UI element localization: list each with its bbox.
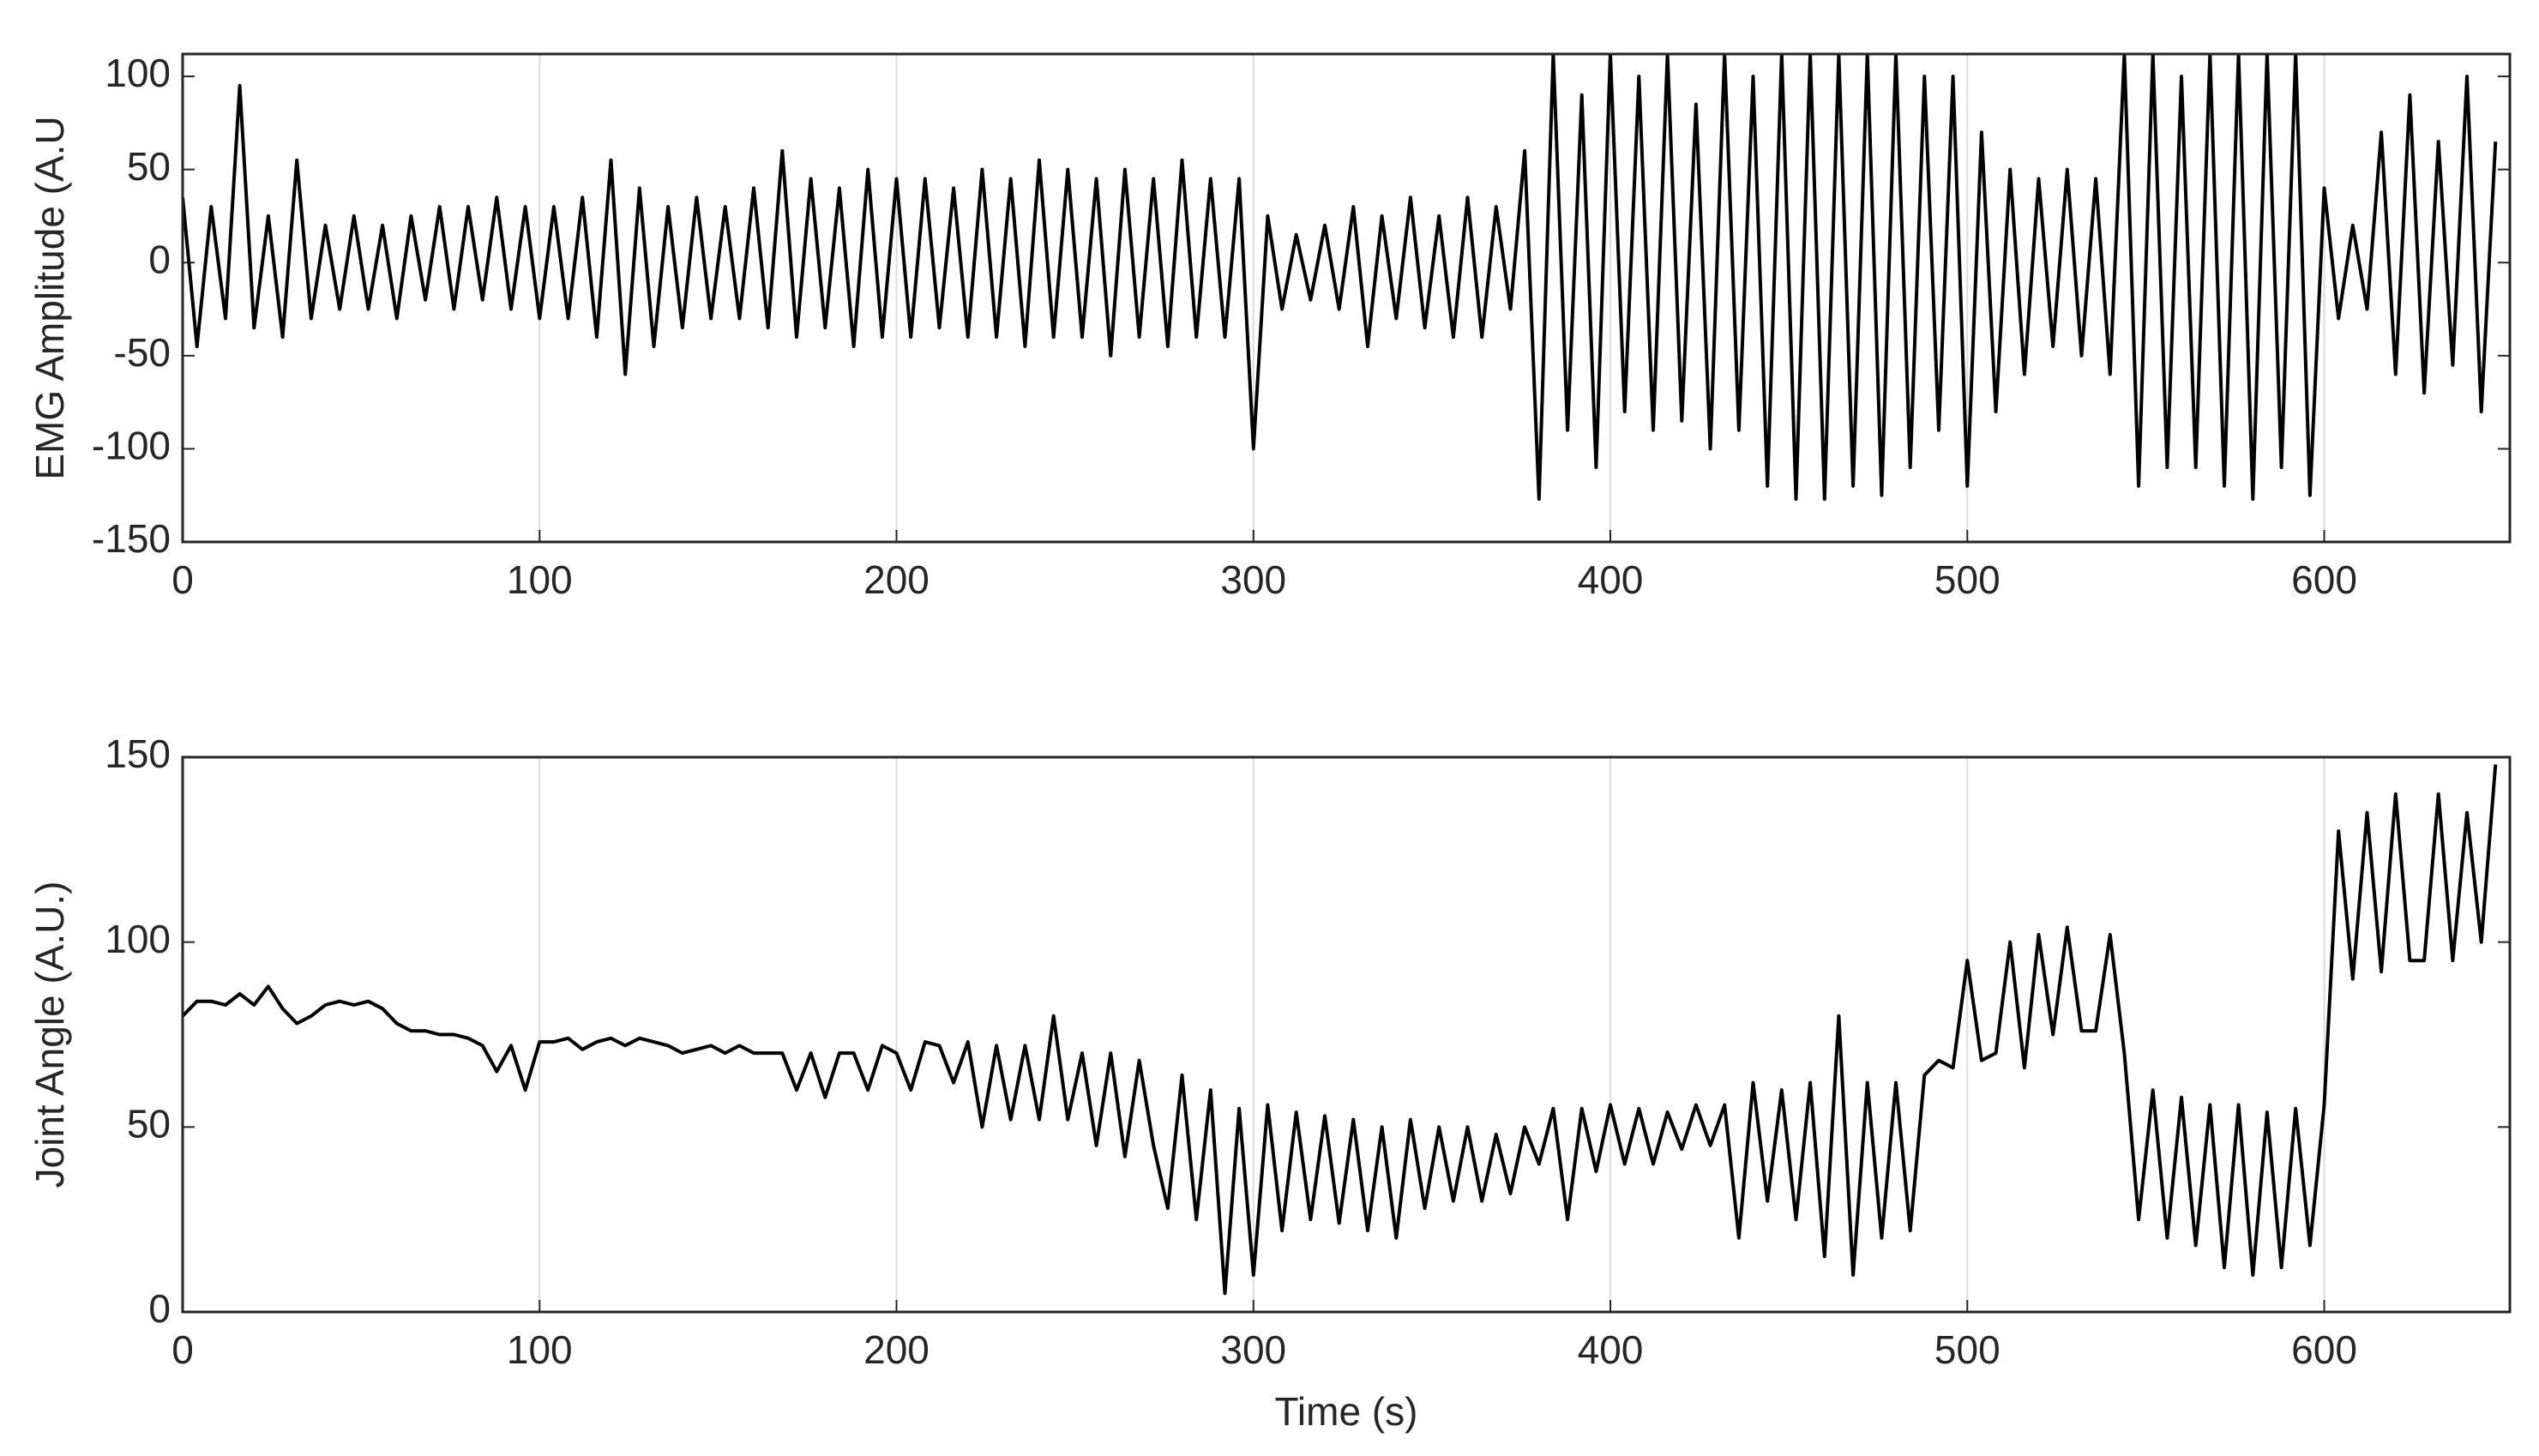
y-axis-label: EMG Amplitude (A.U [27,116,72,479]
y-tick-label: 0 [148,237,171,281]
x-axis-label: Time (s) [1275,1389,1418,1434]
data-line [183,764,2498,1296]
x-tick-label: 300 [1220,557,1286,602]
x-tick-label: 0 [171,1327,194,1372]
x-tick-label: 0 [171,557,194,602]
y-tick-label: -50 [114,330,171,375]
y-tick-label: 150 [105,731,171,776]
x-tick-label: 100 [507,557,573,602]
y-tick-label: 100 [105,51,171,95]
subplot: 0 100 200 300 400 500 600 -150 -100 -50 0 50 100 EMG … [27,51,2512,602]
axes-box [181,755,2512,1314]
y-tick-label: 50 [127,1101,171,1146]
x-tick-label: 500 [1934,557,2001,602]
x-tick-label: 600 [2291,557,2357,602]
subplot: 0 100 200 300 400 500 600 0 50 100 150 Joint Angle … [27,731,2512,1434]
x-tick-label: 200 [863,557,930,602]
x-tick-label: 400 [1578,1327,1644,1372]
y-tick-label: 50 [127,144,171,189]
x-tick-label: 100 [507,1327,573,1372]
y-tick-label: 0 [148,1286,171,1331]
y-tick-label: -150 [92,516,171,561]
x-tick-label: 400 [1578,557,1644,602]
x-tick-label: 600 [2291,1327,2357,1372]
data-line [183,54,2498,501]
axes-box [181,52,2512,544]
y-axis-label: Joint Angle (A.U.) [27,881,72,1188]
x-tick-label: 500 [1934,1327,2001,1372]
y-tick-label: -100 [92,424,171,468]
x-tick-label: 300 [1220,1327,1286,1372]
y-tick-label: 100 [105,917,171,961]
x-tick-label: 200 [863,1327,930,1372]
